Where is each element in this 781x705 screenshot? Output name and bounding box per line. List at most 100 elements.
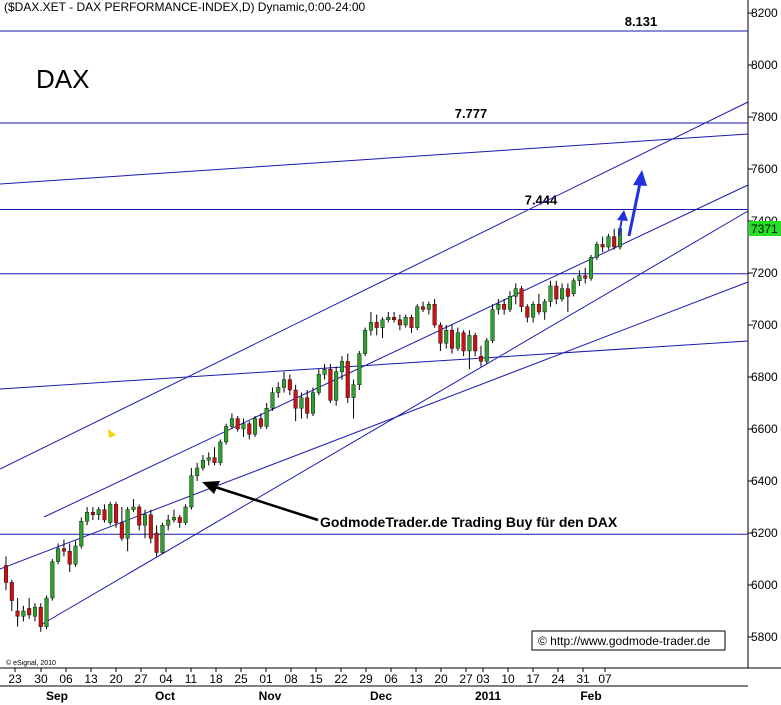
candle-body: [403, 317, 408, 326]
chart-title: ($DAX.XET - DAX PERFORMANCE-INDEX,D) Dyn…: [4, 0, 366, 14]
month-label: Feb: [580, 689, 601, 703]
candle-body: [351, 384, 356, 398]
x-tick-label: 22: [334, 672, 348, 686]
projection-arrow-icon: [633, 170, 647, 186]
candle-body: [154, 532, 159, 553]
month-label: 2011: [475, 689, 501, 703]
x-tick-label: 24: [551, 672, 565, 686]
candle-body: [565, 288, 570, 297]
candle-body: [357, 353, 362, 386]
candle-body: [548, 285, 553, 302]
y-tick-label: 7200: [751, 266, 778, 280]
candle-body: [90, 512, 95, 516]
month-label: Dec: [370, 689, 392, 703]
x-tick-label: 31: [576, 672, 590, 686]
trend-line: [0, 101, 749, 470]
candle-body: [143, 514, 148, 526]
x-tick-label: 20: [434, 672, 448, 686]
x-tick-label: 23: [8, 672, 22, 686]
candle-body: [229, 418, 234, 427]
candle-body: [241, 423, 246, 430]
candle-body: [415, 306, 420, 328]
candle-body: [334, 371, 339, 401]
level-label: 8.131: [625, 14, 658, 29]
candle-body: [282, 379, 287, 388]
candle-body: [38, 606, 43, 627]
current-price-label: 7371: [751, 222, 778, 236]
candle-body: [293, 389, 298, 409]
candle-body: [531, 304, 536, 318]
candle-body: [3, 565, 8, 583]
y-tick-label: 6400: [751, 474, 778, 488]
candle-body: [253, 418, 258, 435]
candle-body: [32, 606, 37, 617]
x-tick-label: 27: [459, 672, 473, 686]
candle-body: [235, 418, 240, 430]
x-tick-label: 08: [284, 672, 298, 686]
small-arrow-shaft: [618, 217, 623, 237]
candle-body: [177, 517, 182, 523]
y-tick-label: 7800: [751, 110, 778, 124]
candle-body: [264, 408, 269, 427]
candle-body: [189, 475, 194, 508]
candle-body: [380, 319, 385, 328]
x-tick-label: 10: [501, 672, 515, 686]
candle-body: [160, 525, 165, 553]
x-tick-label: 06: [384, 672, 398, 686]
candle-body: [108, 504, 113, 523]
candle-body: [421, 306, 426, 310]
y-tick-label: 6000: [751, 578, 778, 592]
candle-body: [27, 608, 32, 616]
x-tick-label: 13: [84, 672, 98, 686]
candle-body: [61, 548, 66, 552]
candle-body: [119, 522, 124, 539]
month-labels: Sep Oct Nov Dec 2011 Feb: [46, 689, 602, 703]
candle-body: [525, 306, 530, 318]
trend-line: [0, 340, 749, 390]
candle-body: [484, 340, 489, 362]
candle-body: [612, 236, 617, 248]
candle-body: [536, 304, 541, 313]
y-tick-label: 6200: [751, 526, 778, 540]
copyright-label: © eSignal, 2010: [6, 659, 56, 667]
candle-body: [490, 309, 495, 341]
candle-body: [577, 275, 582, 282]
y-tick-label: 6800: [751, 370, 778, 384]
candle-body: [148, 514, 153, 539]
trend-line: [0, 281, 749, 570]
candle-body: [195, 467, 200, 477]
x-tick-label: 03: [476, 672, 490, 686]
candle-body: [50, 561, 55, 599]
y-tick-label: 7600: [751, 162, 778, 176]
candle-body: [571, 280, 576, 294]
candle-body: [85, 512, 90, 522]
candle-body: [583, 275, 588, 279]
candle-body: [44, 597, 49, 627]
candle-body: [247, 423, 252, 435]
level-label: 7.777: [455, 106, 488, 121]
x-tick-label: 04: [159, 672, 173, 686]
candle-body: [131, 506, 136, 510]
buy-annotation: GodmodeTrader.de Trading Buy für den DAX: [320, 514, 618, 530]
x-tick-label: 17: [526, 672, 540, 686]
candle-body: [519, 288, 524, 308]
symbol-label: DAX: [36, 64, 89, 94]
candle-body: [200, 460, 205, 469]
candle-body: [322, 369, 327, 375]
candle-body: [386, 317, 391, 321]
y-tick-label: 8200: [751, 6, 778, 20]
trend-line: [0, 133, 749, 185]
candle-body: [114, 504, 119, 523]
month-label: Oct: [155, 689, 175, 703]
y-axis-ticks: 8200800078007600740072007000680066006400…: [748, 6, 778, 644]
y-tick-label: 5800: [751, 630, 778, 644]
candle-body: [606, 236, 611, 248]
candle-body: [212, 457, 217, 464]
y-tick-label: 7000: [751, 318, 778, 332]
horizontal-levels: 8.131 7.777 7.444: [0, 14, 748, 535]
candle-body: [67, 551, 72, 565]
candle-body: [507, 296, 512, 310]
candle-body: [183, 506, 188, 523]
candle-body: [316, 374, 321, 393]
candle-body: [9, 582, 14, 601]
